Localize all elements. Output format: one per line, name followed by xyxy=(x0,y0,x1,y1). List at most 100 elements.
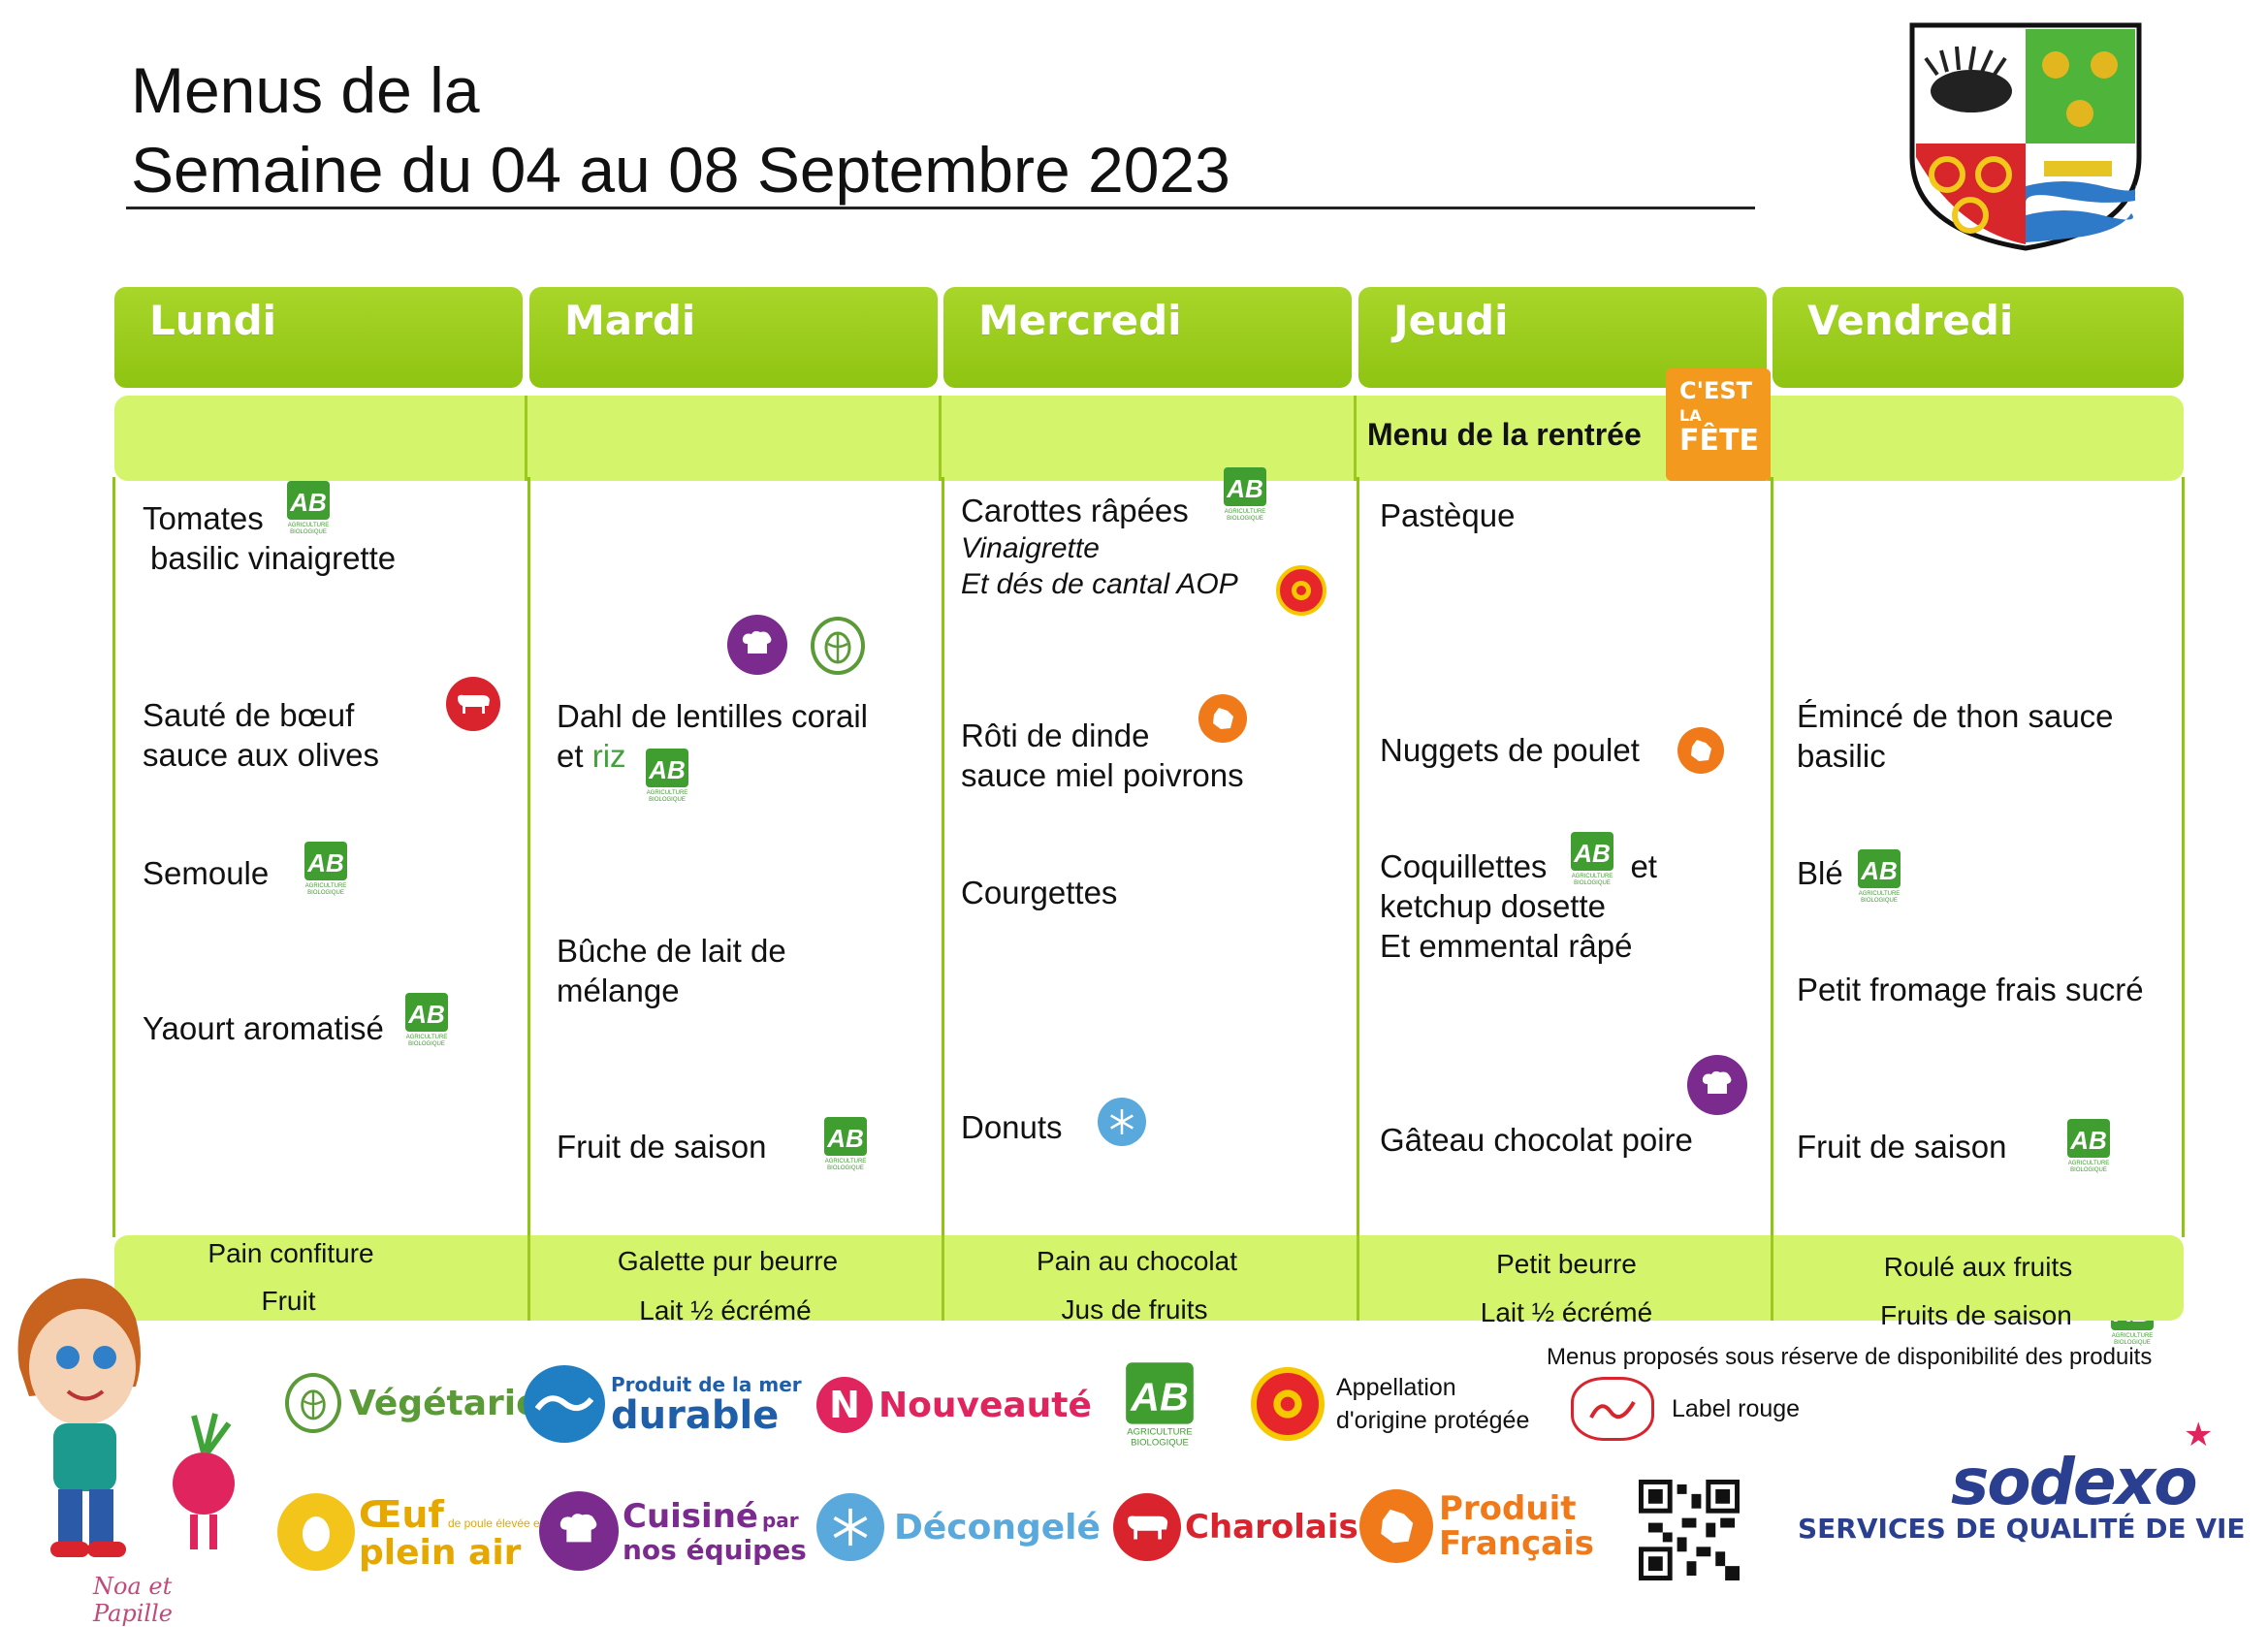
vendredi-main-line-1: Émincé de thon sauce xyxy=(1797,698,2114,734)
snack-divider xyxy=(527,1235,530,1321)
column-line xyxy=(1357,477,1359,1237)
snack-divider xyxy=(1357,1235,1359,1321)
legend-charolais-label: Charolais xyxy=(1185,1508,1358,1547)
ab-bio-subtext: BIOLOGIQUE xyxy=(1574,880,1611,886)
decongele-icon xyxy=(816,1493,884,1561)
cest-la-fete-badge: C'EST LA FÊTE xyxy=(1666,368,1771,481)
jeudi-side-line-3: Et emmental râpé xyxy=(1380,928,1633,964)
ab-bio-subtext: BIOLOGIQUE xyxy=(408,1041,445,1047)
ab-bio-subtext: AGRICULTURE xyxy=(2112,1333,2154,1339)
ab-bio-subtext: BIOLOGIQUE xyxy=(290,529,327,535)
legend-produit-mer-text: Produit de la mer durable xyxy=(611,1373,802,1435)
lundi-starter-line-2: basilic vinaigrette xyxy=(150,540,397,576)
snack-mardi-line-2: Lait ½ écrémé xyxy=(639,1295,812,1325)
lundi-starter: Tomates basilic vinaigrette xyxy=(143,498,396,578)
lundi-main-line-2: sauce aux olives xyxy=(143,737,379,773)
jeudi-side-line-1a: Coquillettes xyxy=(1380,848,1548,884)
qr-code-icon xyxy=(1639,1480,1740,1580)
ab-bio-subtext: BIOLOGIQUE xyxy=(827,1165,864,1171)
ab-bio-text: AB xyxy=(1573,839,1611,868)
ab-bio-subtext: AGRICULTURE xyxy=(647,790,688,796)
ab-bio-subtext: BIOLOGIQUE xyxy=(2070,1167,2107,1173)
nouveaute-icon: N xyxy=(816,1377,873,1433)
ab-bio-square xyxy=(2067,1119,2110,1158)
ab-bio-text: AB xyxy=(306,848,344,877)
legend-nouveaute-label: Nouveauté xyxy=(878,1385,1092,1425)
vendredi-side: Blé xyxy=(1797,855,1843,891)
jeudi-side-line-1b: et xyxy=(1630,848,1657,884)
town-crest-icon xyxy=(1909,22,2142,251)
legend-oeuf-line-2: plein air xyxy=(359,1533,522,1573)
lundi-starter-line-1: Tomates xyxy=(143,500,264,536)
special-menu-label: Menu de la rentrée xyxy=(1367,417,1642,452)
mascot-caption: Noa et Papille xyxy=(93,1573,173,1627)
legend-aop-line-1: Appellation xyxy=(1336,1374,1456,1401)
lundi-dessert: Yaourt aromatisé xyxy=(143,1010,384,1046)
legend-produit-francais: Produit Français xyxy=(1359,1489,1594,1563)
ab-bio-subtext: AGRICULTURE xyxy=(1859,891,1901,897)
ab-bio-text: AB xyxy=(1130,1374,1188,1419)
cuisine-icon xyxy=(727,615,787,675)
ab-bio-subtext: BIOLOGIQUE xyxy=(1131,1438,1189,1449)
ab-bio-text: AB xyxy=(1226,474,1263,503)
charolais-icon xyxy=(446,677,500,731)
mercredi-starter: Carottes râpées Vinaigrette Et dés de ca… xyxy=(961,491,1238,602)
mercredi-starter-line-1: Carottes râpées xyxy=(961,493,1189,528)
legend-decongele: Décongelé xyxy=(816,1493,1101,1561)
ab-bio-subtext: BIOLOGIQUE xyxy=(2114,1340,2151,1346)
label-rouge-icon xyxy=(1571,1377,1654,1441)
jeudi-side-line-2: ketchup dosette xyxy=(1380,888,1606,924)
day-header-mardi: Mardi xyxy=(529,287,938,388)
ab-bio-subtext: BIOLOGIQUE xyxy=(1861,898,1898,904)
cuisine-icon xyxy=(539,1491,619,1571)
column-line xyxy=(112,477,115,1237)
mercredi-side: Courgettes xyxy=(961,875,1118,910)
ab-bio-subtext: BIOLOGIQUE xyxy=(1227,516,1263,522)
ab-bio-subtext: AGRICULTURE xyxy=(288,523,330,528)
mercredi-starter-line-3: Et dés de cantal AOP xyxy=(961,568,1238,600)
ab-bio-square xyxy=(1224,467,1266,506)
ab-bio-text: AB xyxy=(1860,856,1898,885)
jeudi-dessert: Gâteau chocolat poire xyxy=(1380,1122,1693,1158)
legend-mer-line-1: Produit de la mer xyxy=(611,1373,802,1396)
column-line xyxy=(942,477,944,1237)
mardi-cheese-line-2: mélange xyxy=(557,973,680,1008)
ab-bio-square xyxy=(1858,849,1901,888)
legend-oeuf-line-1: Œuf xyxy=(359,1493,444,1536)
ab-bio-square xyxy=(405,993,448,1032)
snack-lundi-line-1: Pain confiture xyxy=(208,1238,374,1268)
ab-bio-text: AB xyxy=(2069,1126,2107,1155)
mardi-cheese: Bûche de lait de mélange xyxy=(557,931,786,1010)
mardi-main: Dahl de lentilles corail et riz xyxy=(557,696,868,776)
legend-produit-line-1: Produit xyxy=(1439,1489,1577,1528)
jeudi-side: Coquillettes et ketchup dosette Et emment… xyxy=(1380,846,1657,966)
mascot-illustration: Noa et Papille xyxy=(0,1260,252,1627)
produit-francais-icon xyxy=(1198,694,1247,743)
ab-bio-subtext: AGRICULTURE xyxy=(825,1159,867,1164)
band-divider xyxy=(1354,396,1357,481)
mercredi-starter-line-2: Vinaigrette xyxy=(961,532,1100,564)
ab-bio-subtext: AGRICULTURE xyxy=(2068,1161,2110,1166)
mascot-icon xyxy=(17,1278,235,1557)
vegetarian-icon xyxy=(285,1373,341,1433)
ab-bio-text: AB xyxy=(826,1124,864,1153)
mardi-dessert: Fruit de saison xyxy=(557,1129,767,1164)
legend-oeuf: Œuf de poule élevée en plein air xyxy=(277,1493,546,1571)
badge-line-2: LA xyxy=(1679,406,1702,425)
ab-bio-subtext: AGRICULTURE xyxy=(1572,874,1613,879)
vendredi-cheese: Petit fromage frais sucré xyxy=(1797,972,2144,1007)
jeudi-starter: Pastèque xyxy=(1380,497,1516,533)
snack-mardi-line-1: Galette pur beurre xyxy=(617,1246,839,1276)
snack-mercredi-line-1: Pain au chocolat xyxy=(1036,1246,1238,1276)
